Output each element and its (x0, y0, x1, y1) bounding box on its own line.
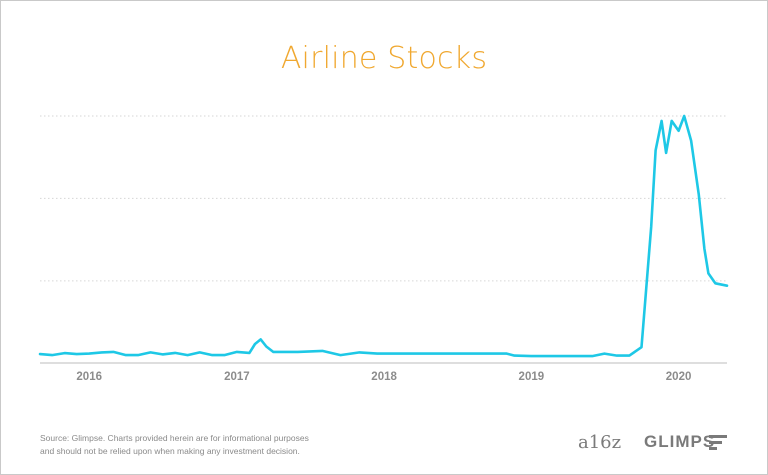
chart-title: Airline Stocks (280, 41, 488, 76)
source-note-line-1: Source: Glimpse. Charts provided herein … (40, 433, 309, 443)
x-tick-label-2018: 2018 (371, 371, 397, 383)
source-note-line-2: and should not be relied upon when makin… (40, 446, 300, 456)
x-tick-label-2020: 2020 (666, 371, 692, 383)
source-note: Source: Glimpse. Charts provided herein … (40, 432, 370, 458)
series-line (38, 114, 729, 358)
glimpse-logo-mark-icon (709, 434, 727, 450)
x-axis-tick-labels: 2016 2017 2018 2019 2020 (76, 371, 691, 383)
x-tick-label-2016: 2016 (76, 371, 102, 383)
a16z-logo: a16z (578, 432, 622, 453)
glimpse-logo: GLIMPS (644, 432, 716, 451)
x-tick-label-2017: 2017 (224, 371, 250, 383)
x-tick-label-2019: 2019 (519, 371, 545, 383)
gridlines (40, 115, 727, 282)
